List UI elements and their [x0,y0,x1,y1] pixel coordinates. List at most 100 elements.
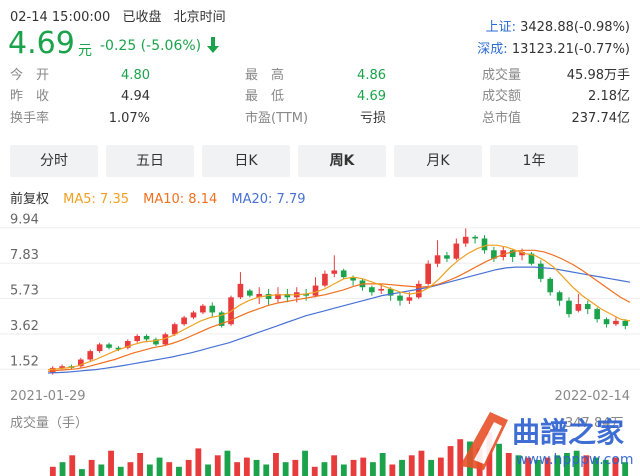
tab-daily-k[interactable]: 日K [202,145,290,177]
stat-label: 最 低 [245,89,285,104]
candle-body [284,293,291,298]
volume-bar [418,450,425,476]
candle-body [369,287,375,293]
volume-bar [137,453,144,476]
volume-bar [292,459,299,476]
volume-bar [166,462,173,476]
volume-bar [117,466,124,476]
index-shenzhen[interactable]: 深成: 13123.21(-0.77%) [477,38,630,57]
candle-body [538,263,544,279]
y-tick-label: 3.62 [10,319,39,334]
stat-value: 4.94 [121,89,150,104]
volume-bar [573,450,580,476]
candle-body [200,305,206,313]
volume-bar [282,462,289,476]
volume-bar [214,455,221,476]
volume-bar [437,457,444,476]
tab-weekly-k[interactable]: 周K [298,145,386,177]
y-tick-label: 7.83 [10,248,39,263]
candle-body [59,366,65,368]
volume-bar [564,453,570,476]
volume-bar [195,448,202,476]
volume-bar [457,439,464,476]
stat-label: 总市值 [482,111,522,126]
candlestick-chart[interactable]: 9.94 7.83 5.73 3.62 1.52 2021-01-29 2022-02-14 [0,210,640,410]
y-tick-label: 5.73 [10,283,39,298]
tab-one-year[interactable]: 1年 [490,145,578,177]
stats-row: 昨 收 4.94 最 低 4.69 成交额 2.18亿 [0,87,640,107]
volume-bar [544,457,551,476]
candle-body [462,236,469,244]
x-tick-label: 2022-02-14 [554,389,630,404]
ma5-line [47,244,631,371]
candle-body [500,250,507,257]
stats-row: 换手率 1.07% 市盈(TTM) 亏损 总市值 237.74亿 [0,109,640,129]
tab-monthly-k[interactable]: 月K [394,145,482,177]
candle-body [406,297,413,301]
candle-body [613,320,619,325]
candle-body [622,320,629,326]
volume-bar [156,457,163,476]
ma10-line [47,249,631,372]
stat-value: 4.86 [357,68,386,83]
candle-body [397,295,403,301]
candle-body [181,317,187,325]
candle-body [171,324,178,335]
ma-legend: 前复权 MA5: 7.35 MA10: 8.14 MA20: 7.79 [10,188,316,207]
candle-body [575,304,582,311]
candle-body [425,263,431,284]
stat-label: 成交量 [482,68,522,83]
volume-bar [612,457,619,476]
candle-body [519,251,525,256]
ma20-line [47,266,631,374]
volume-bar [428,459,435,476]
candle-body [96,344,103,352]
current-price: 4.69 [8,26,75,61]
volume-bar [340,464,347,476]
volume-bar [350,459,357,476]
volume-bar [263,464,270,476]
candle-body [603,319,610,325]
price-change: -0.25 (-5.06%) [100,38,202,54]
volume-bar [331,455,338,476]
stat-label: 市盈(TTM) [245,111,309,126]
candle-body [378,288,385,291]
watermark-logo: 曲譜之家 www.hpppw.com [460,412,634,470]
index-shanghai[interactable]: 上证: 3428.88(-0.98%) [486,16,630,35]
x-tick-label: 2021-01-29 [10,389,86,404]
candle-body [594,309,600,320]
volume-bar [302,450,308,476]
volume-bar [602,459,609,476]
down-arrow-icon [206,36,220,58]
tab-five-day[interactable]: 五日 [106,145,194,177]
volume-bar [234,462,241,476]
volume-bar [146,464,153,476]
market-status: 已收盘 [122,10,162,25]
volume-bar [273,453,279,476]
volume-bar [69,455,76,476]
stat-label: 昨 收 [10,89,50,104]
svg-text:曲譜之家: 曲譜之家 [512,416,624,449]
candle-body [265,293,272,299]
candle-body [134,335,140,342]
stat-value: 4.80 [121,68,150,83]
candle-body [106,344,112,348]
adjust-mode-label[interactable]: 前复权 [10,192,50,207]
quote-status-line: 02-14 15:00:00 已收盘 北京时间 [10,6,234,25]
candle-body [584,304,591,310]
volume-bar [379,453,386,476]
volume-bar [370,462,376,476]
stat-label: 今 开 [10,68,50,83]
candle-body [209,305,216,313]
volume-bar [321,462,328,476]
candle-body [153,339,159,345]
candle-body [350,277,356,281]
stat-label: 成交额 [482,89,522,104]
volume-bar [496,443,502,476]
candle-body [472,236,478,239]
volume-bar [389,464,396,476]
volume-bar [176,466,182,476]
candle-body [481,238,488,251]
stat-label: 最 高 [245,68,285,83]
tab-intraday[interactable]: 分时 [10,145,98,177]
